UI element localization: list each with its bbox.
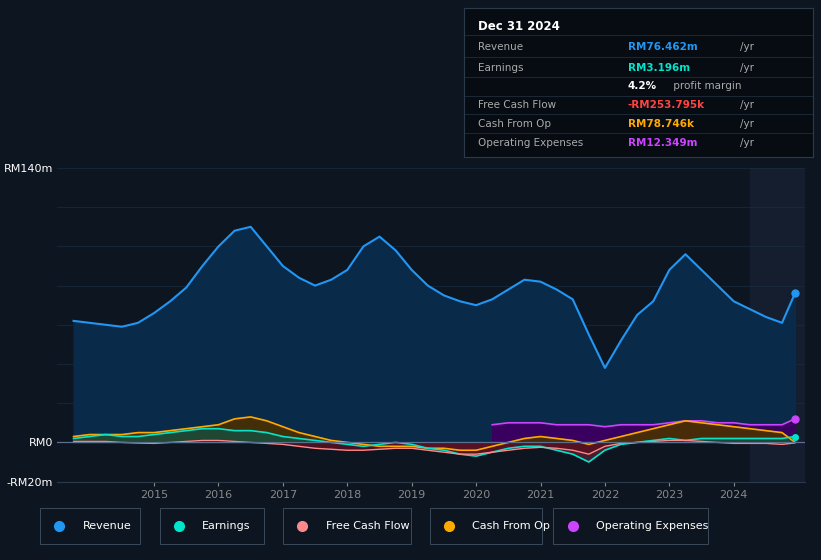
Text: Operating Expenses: Operating Expenses <box>596 521 708 531</box>
Text: Free Cash Flow: Free Cash Flow <box>478 100 556 110</box>
Text: Earnings: Earnings <box>478 63 523 73</box>
Text: Earnings: Earnings <box>202 521 250 531</box>
Text: RM76.462m: RM76.462m <box>628 42 698 52</box>
Text: Dec 31 2024: Dec 31 2024 <box>478 20 560 32</box>
Text: /yr: /yr <box>740 42 754 52</box>
Text: Operating Expenses: Operating Expenses <box>478 138 583 148</box>
Text: RM78.746k: RM78.746k <box>628 119 694 129</box>
Text: /yr: /yr <box>740 119 754 129</box>
Text: Cash From Op: Cash From Op <box>478 119 551 129</box>
Text: Free Cash Flow: Free Cash Flow <box>326 521 409 531</box>
Text: RM3.196m: RM3.196m <box>628 63 690 73</box>
Text: -RM253.795k: -RM253.795k <box>628 100 705 110</box>
Text: Cash From Op: Cash From Op <box>472 521 550 531</box>
Text: Revenue: Revenue <box>82 521 131 531</box>
Text: 4.2%: 4.2% <box>628 81 657 91</box>
Text: RM12.349m: RM12.349m <box>628 138 697 148</box>
Text: profit margin: profit margin <box>670 81 741 91</box>
Text: /yr: /yr <box>740 63 754 73</box>
Bar <box>750 168 805 482</box>
Text: Revenue: Revenue <box>478 42 523 52</box>
Text: /yr: /yr <box>740 138 754 148</box>
Text: /yr: /yr <box>740 100 754 110</box>
